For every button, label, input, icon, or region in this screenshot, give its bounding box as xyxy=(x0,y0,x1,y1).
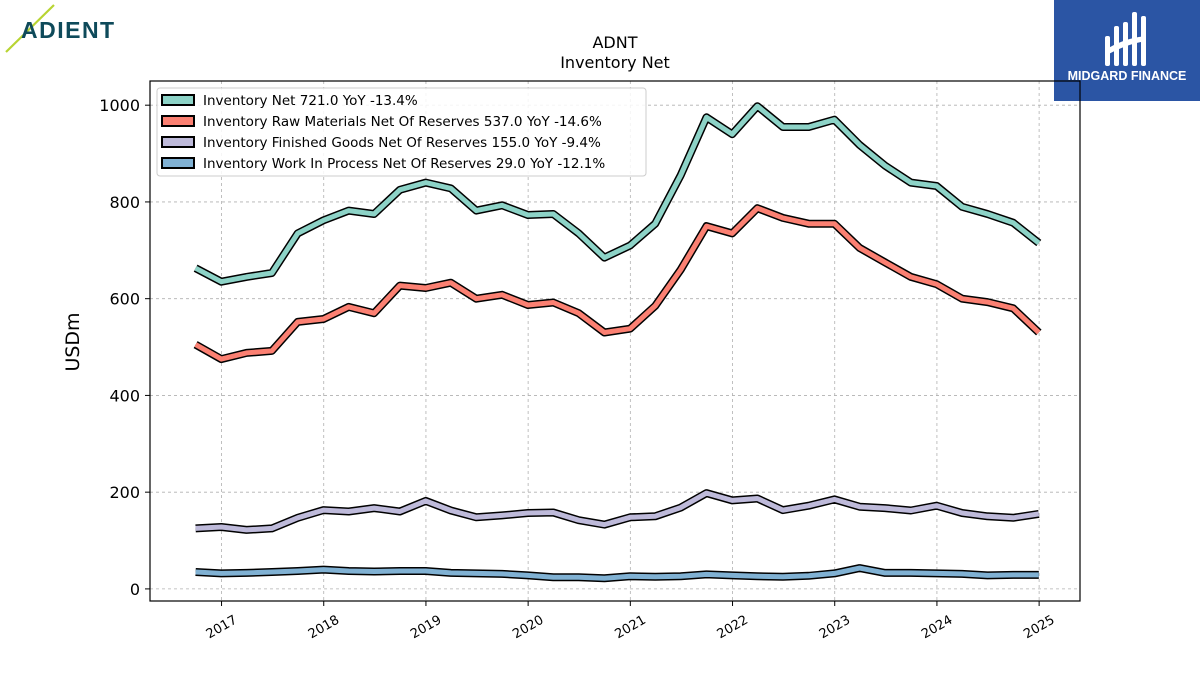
y-tick-label: 1000 xyxy=(99,96,140,115)
x-tick-label: 2025 xyxy=(1021,613,1057,643)
series-lines xyxy=(193,102,1042,583)
legend-item: Inventory Net 721.0 YoY -13.4% xyxy=(161,93,418,109)
midgard-finance-logo: MIDGARD FINANCE xyxy=(1054,0,1200,101)
legend: Inventory Net 721.0 YoY -13.4% Inventory … xyxy=(156,87,647,177)
series-inventory-work-in-process-net-of-reserves-line xyxy=(195,565,1039,581)
x-tick-label: 2022 xyxy=(715,613,751,643)
midgard-logo-text: MIDGARD FINANCE xyxy=(1068,69,1187,83)
y-tick-label: 200 xyxy=(109,483,140,502)
x-tick-label: 2018 xyxy=(306,613,342,643)
legend-item: Inventory Raw Materials Net Of Reserves … xyxy=(161,114,602,130)
legend-box xyxy=(156,87,647,177)
y-axis-ticks: 0 200 400 600 800 1000 xyxy=(99,96,150,599)
x-tick-label: 2021 xyxy=(612,613,648,643)
series-inventory-finished-goods-net-of-reserves-line xyxy=(195,490,1040,533)
y-tick-label: 400 xyxy=(109,386,140,405)
legend-label: Inventory Net 721.0 YoY -13.4% xyxy=(203,93,418,109)
midgard-logo-graphic: MIDGARD FINANCE xyxy=(1068,12,1187,83)
x-tick-label: 2017 xyxy=(204,613,240,643)
y-tick-label: 0 xyxy=(130,580,140,599)
legend-swatch xyxy=(161,115,195,127)
x-tick-label: 2019 xyxy=(408,613,444,643)
legend-item: Inventory Finished Goods Net Of Reserves… xyxy=(161,135,601,151)
series-inventory-raw-materials-net-of-reserves-outline xyxy=(193,204,1042,364)
chart-title: ADNT xyxy=(592,33,637,52)
x-tick-label: 2020 xyxy=(510,613,546,643)
legend-label: Inventory Work In Process Net Of Reserve… xyxy=(203,156,605,172)
legend-item: Inventory Work In Process Net Of Reserve… xyxy=(161,156,605,172)
adient-logo-slash xyxy=(5,4,55,53)
x-axis-ticks: 2017 2018 2019 2020 2021 2022 2023 2024 2025 xyxy=(204,601,1057,643)
legend-label: Inventory Finished Goods Net Of Reserves… xyxy=(203,135,601,151)
adient-logo-text: ADIENT xyxy=(21,17,116,43)
adient-logo-graphic: ADIENT xyxy=(5,4,116,53)
chart-subtitle: Inventory Net xyxy=(560,53,670,72)
legend-swatch xyxy=(161,136,195,148)
series-inventory-net-line xyxy=(194,103,1041,285)
series-inventory-raw-materials-net-of-reserves-line xyxy=(194,205,1041,362)
legend-swatch xyxy=(161,94,195,106)
x-tick-label: 2024 xyxy=(919,613,955,643)
plot-area-frame xyxy=(149,80,1081,602)
y-axis-label: USDm xyxy=(62,312,84,371)
midgard-emblem-icon xyxy=(1105,12,1146,66)
adient-logo: ADIENT xyxy=(0,0,140,60)
x-tick-label: 2023 xyxy=(817,613,853,643)
y-tick-label: 800 xyxy=(109,193,140,212)
y-tick-label: 600 xyxy=(109,290,140,309)
legend-label: Inventory Raw Materials Net Of Reserves … xyxy=(203,114,602,130)
legend-swatch xyxy=(161,157,195,169)
